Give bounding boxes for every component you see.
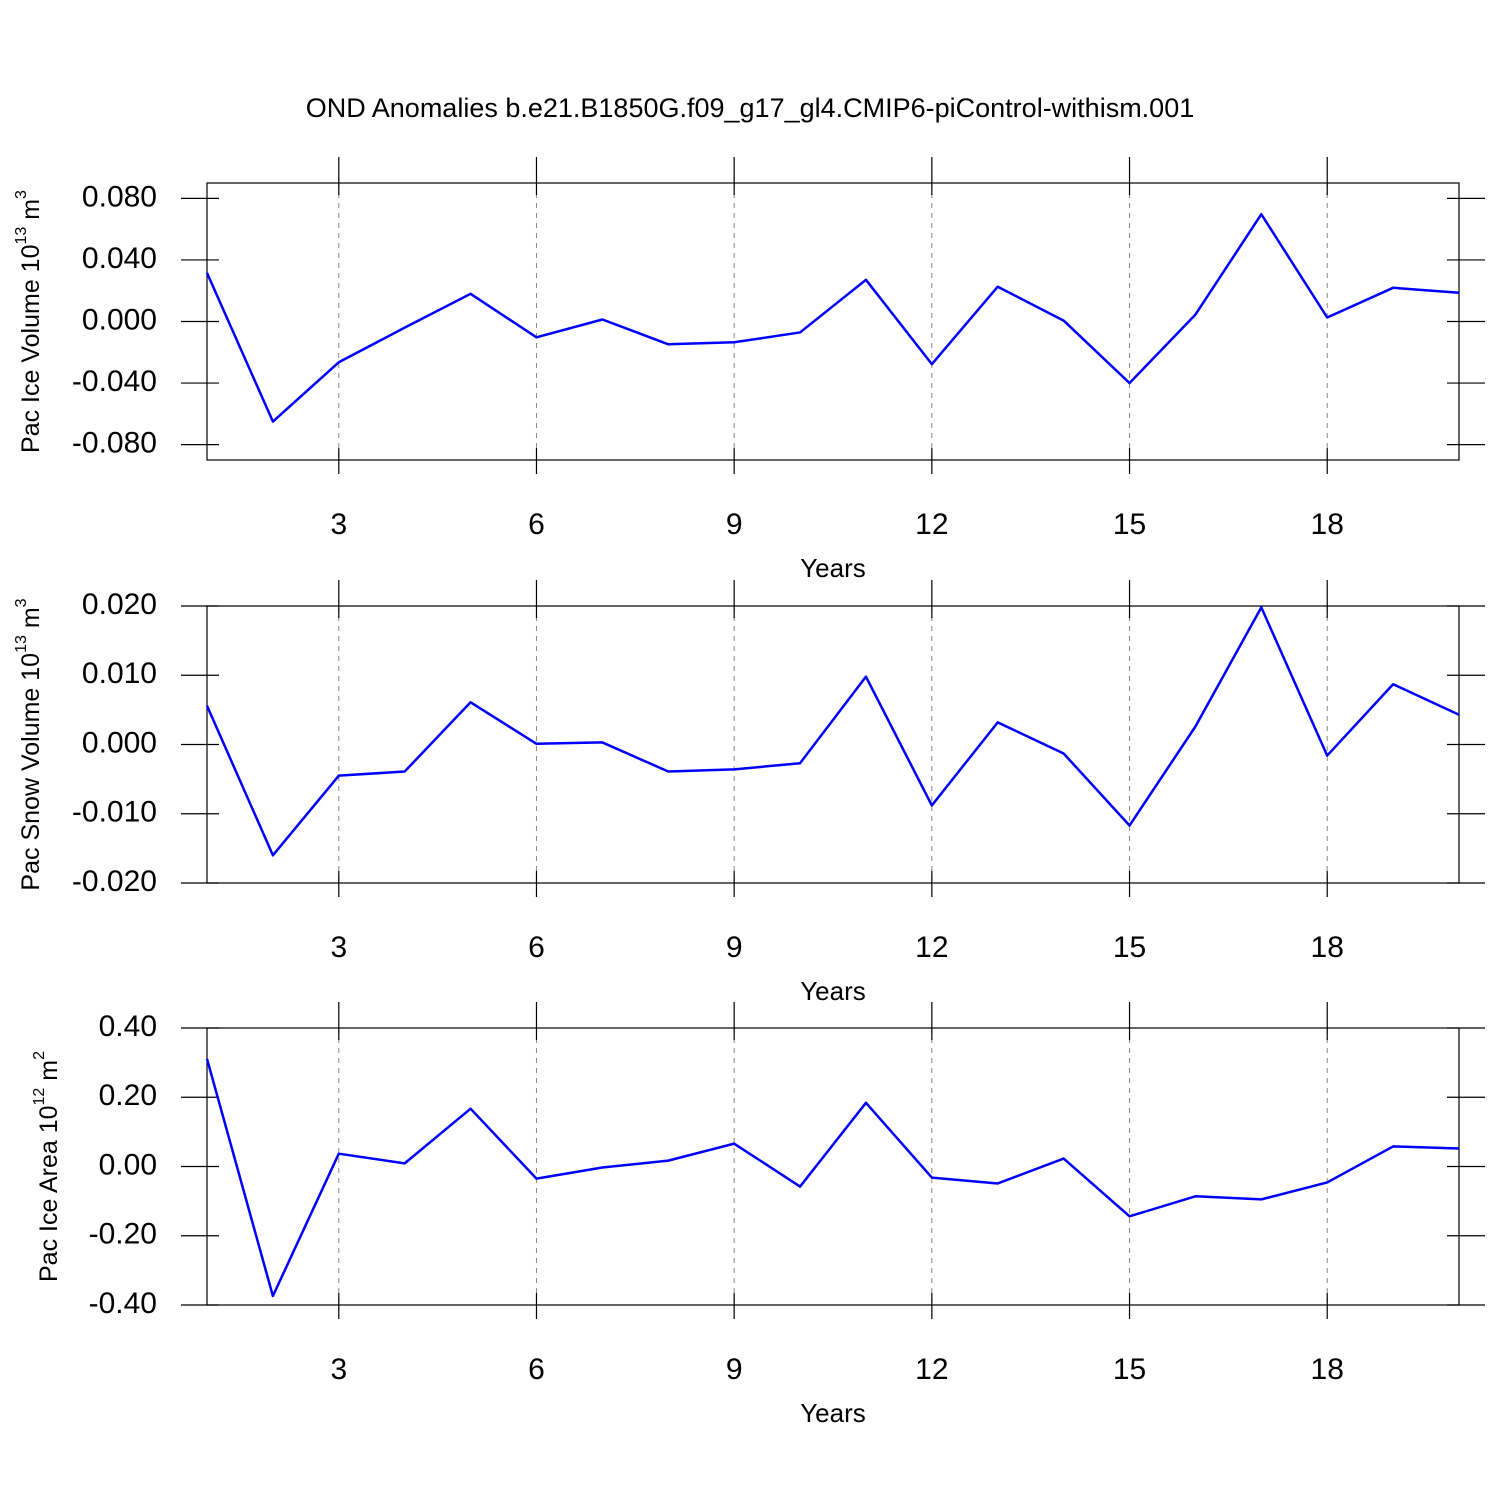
x-tick-label: 9: [726, 1353, 743, 1386]
x-tick-label: 3: [330, 931, 347, 964]
x-tick-label: 15: [1113, 1353, 1146, 1386]
y-tick-label: 0.00: [99, 1148, 157, 1181]
y-axis-label-part: m: [17, 199, 45, 227]
x-tick-label: 18: [1311, 1353, 1344, 1386]
figure-title: OND Anomalies b.e21.B1850G.f09_g17_gl4.C…: [306, 93, 1194, 123]
y-tick-label: -0.020: [72, 865, 157, 898]
x-tick-label: 15: [1113, 508, 1146, 541]
y-tick-label: 0.040: [82, 242, 157, 275]
y-tick-label: -0.080: [72, 427, 157, 460]
y-tick-label: 0.010: [82, 657, 157, 690]
x-axis-label: Years: [800, 553, 866, 583]
y-axis-label-part: 13: [13, 635, 30, 653]
x-tick-label: 12: [915, 1353, 948, 1386]
y-tick-label: -0.40: [89, 1287, 157, 1320]
plot-frame: [206, 1027, 1460, 1306]
y-axis-label-part: 12: [31, 1088, 48, 1106]
x-tick-label: 9: [726, 931, 743, 964]
x-tick-label: 6: [528, 508, 545, 541]
y-axis-label-part: Pac Snow Volume 10: [17, 653, 45, 891]
y-tick-label: 0.40: [99, 1010, 157, 1043]
y-tick-label: 0.080: [82, 180, 157, 213]
x-tick-label: 3: [330, 1353, 347, 1386]
y-axis-label-part: 3: [13, 190, 30, 199]
y-tick-label: -0.20: [89, 1218, 157, 1251]
y-axis-label-part: m: [17, 607, 45, 635]
x-tick-label: 6: [528, 1353, 545, 1386]
y-tick-label: -0.040: [72, 365, 157, 398]
plot-frame: [206, 182, 1460, 461]
y-axis-label-part: Pac Ice Area 10: [35, 1105, 63, 1282]
x-tick-label: 18: [1311, 508, 1344, 541]
y-axis-label-part: 2: [31, 1051, 48, 1060]
y-axis-label: Pac Ice Area 1012 m2: [31, 1051, 62, 1282]
y-tick-label: 0.20: [99, 1079, 157, 1112]
x-tick-label: 6: [528, 931, 545, 964]
y-axis-label: Pac Snow Volume 1013 m3: [13, 598, 44, 890]
y-axis-label-part: 3: [13, 598, 30, 607]
data-line: [205, 212, 1460, 423]
x-tick-label: 18: [1311, 931, 1344, 964]
x-tick-label: 12: [915, 508, 948, 541]
data-line: [205, 1058, 1460, 1298]
y-tick-label: 0.000: [82, 303, 157, 336]
y-axis-label-part: m: [35, 1060, 63, 1088]
x-tick-label: 9: [726, 508, 743, 541]
x-tick-label: 3: [330, 508, 347, 541]
x-tick-label: 12: [915, 931, 948, 964]
y-tick-label: 0.020: [82, 588, 157, 621]
y-tick-label: -0.010: [72, 796, 157, 829]
y-axis-label-part: Pac Ice Volume 10: [17, 245, 45, 453]
y-tick-label: 0.000: [82, 726, 157, 759]
x-axis-label: Years: [800, 1398, 866, 1428]
x-tick-label: 15: [1113, 931, 1146, 964]
x-axis-label: Years: [800, 976, 866, 1006]
y-axis-label-part: 13: [13, 227, 30, 245]
data-line: [205, 606, 1460, 857]
y-axis-label: Pac Ice Volume 1013 m3: [13, 190, 44, 453]
plot-frame: [206, 605, 1460, 884]
